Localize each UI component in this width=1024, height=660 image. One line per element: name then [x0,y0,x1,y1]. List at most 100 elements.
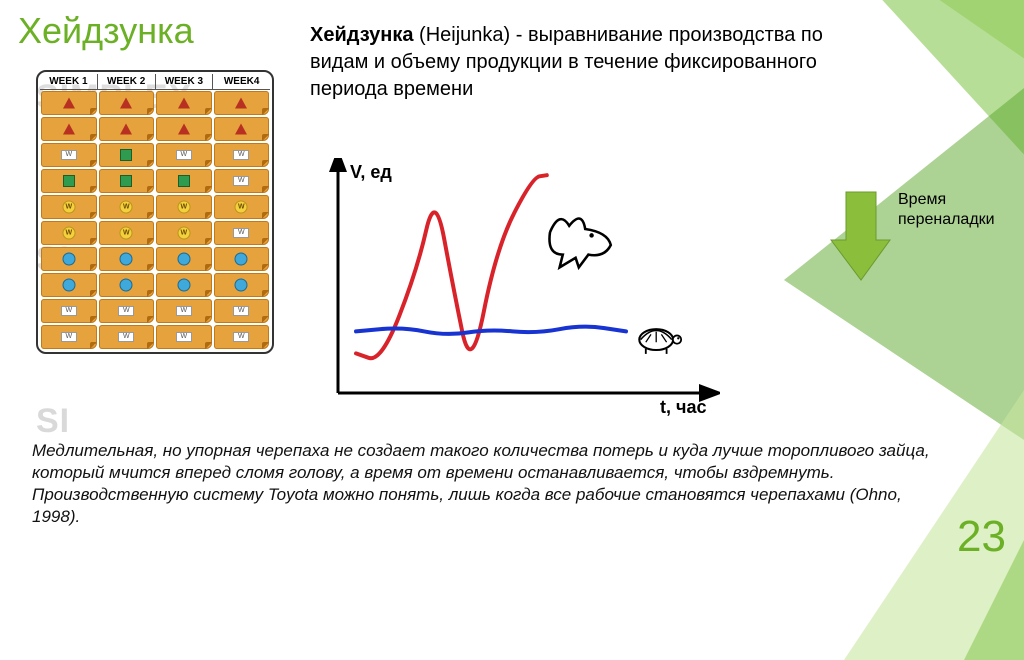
turtle-icon [639,329,681,354]
quote-text: Медлительная, но упорная черепаха не соз… [32,440,932,528]
heijunka-row [40,272,270,298]
heijunka-row: W [40,168,270,194]
heijunka-row: WWW [40,142,270,168]
y-axis-label: V, ед [350,162,392,182]
circle-blue-icon [62,253,75,266]
heijunka-card [99,117,155,141]
heijunka-card: W [156,195,212,219]
heijunka-card: W [214,195,270,219]
label-w: W [61,332,77,342]
arrow-label: Время переналадки [898,190,1024,230]
triangle-icon [63,124,75,135]
label-w: W [61,306,77,316]
circle-yellow-icon: W [177,227,190,240]
heijunka-card: W [156,143,212,167]
heijunka-card [99,91,155,115]
triangle-icon [178,124,190,135]
triangle-icon [120,124,132,135]
heijunka-card: W [156,221,212,245]
heijunka-card: W [99,195,155,219]
circle-yellow-icon: W [177,201,190,214]
heijunka-card: W [214,299,270,323]
triangle-icon [63,98,75,109]
circle-yellow-icon: W [62,201,75,214]
heijunka-card: W [99,299,155,323]
slide-title: Хейдзунка [18,10,194,52]
heijunka-header: WEEK 1 [40,74,97,90]
heijunka-card: W [41,143,97,167]
heijunka-card: W [214,325,270,349]
heijunka-row: WWWW [40,220,270,246]
triangle-icon [235,124,247,135]
heijunka-card [99,169,155,193]
heijunka-card: W [41,195,97,219]
label-w: W [233,176,249,186]
heijunka-card [156,169,212,193]
heijunka-grid: WWWWWWWWWWWWWWWWWWWW [40,90,270,350]
definition-text: Хейдзунка (Heijunka) - выравнивание прои… [310,22,830,103]
heijunka-card [99,143,155,167]
heijunka-card [41,247,97,271]
heijunka-card: W [214,169,270,193]
heijunka-header: WEEK 3 [155,74,213,90]
circle-blue-icon [235,253,248,266]
circle-yellow-icon: W [120,227,133,240]
heijunka-header: WEEK 2 [97,74,155,90]
label-w: W [233,306,249,316]
triangle-icon [235,98,247,109]
term-ru: Хейдзунка [310,24,413,46]
heijunka-card [214,91,270,115]
heijunka-row: WWWW [40,298,270,324]
heijunka-card [214,273,270,297]
circle-yellow-icon: W [235,201,248,214]
production-chart: V, ед t, час [310,158,720,418]
heijunka-card [99,273,155,297]
label-w: W [176,150,192,160]
heijunka-row: WWWW [40,324,270,350]
label-w: W [233,228,249,238]
heijunka-card: W [214,221,270,245]
heijunka-card [156,117,212,141]
heijunka-card [156,247,212,271]
circle-blue-icon [120,279,133,292]
heijunka-card: W [41,325,97,349]
square-icon [178,175,190,187]
triangle-icon [120,98,132,109]
circle-blue-icon [177,279,190,292]
heijunka-headers: WEEK 1WEEK 2WEEK 3WEEK4 [40,74,270,90]
heijunka-card [41,91,97,115]
heijunka-card [214,247,270,271]
heijunka-header: WEEK4 [212,74,270,90]
heijunka-card [156,91,212,115]
heijunka-card [214,117,270,141]
rabbit-icon [549,219,610,268]
triangle-icon [178,98,190,109]
heijunka-card [156,273,212,297]
label-w: W [118,306,134,316]
heijunka-card: W [156,299,212,323]
circle-blue-icon [62,279,75,292]
x-axis-label: t, час [660,397,706,417]
circle-yellow-icon: W [62,227,75,240]
heijunka-card: W [99,325,155,349]
heijunka-card: W [41,221,97,245]
heijunka-box: WEEK 1WEEK 2WEEK 3WEEK4 WWWWWWWWWWWWWWWW… [36,70,274,354]
label-w: W [233,332,249,342]
heijunka-row [40,90,270,116]
square-icon [63,175,75,187]
label-w: W [61,150,77,160]
term-en: Heijunka [426,24,504,46]
page-number: 23 [957,512,1006,562]
heijunka-box-region: SIMPLEX SI SIIM NT WEEK 1WEEK 2WEEK 3WEE… [36,70,274,354]
label-w: W [176,332,192,342]
series-turtle [356,327,626,334]
heijunka-row [40,246,270,272]
heijunka-card: W [156,325,212,349]
heijunka-row: WWWW [40,194,270,220]
heijunka-card [41,169,97,193]
circle-blue-icon [235,279,248,292]
label-w: W [233,150,249,160]
heijunka-card: W [99,221,155,245]
label-w: W [176,306,192,316]
heijunka-card [41,117,97,141]
